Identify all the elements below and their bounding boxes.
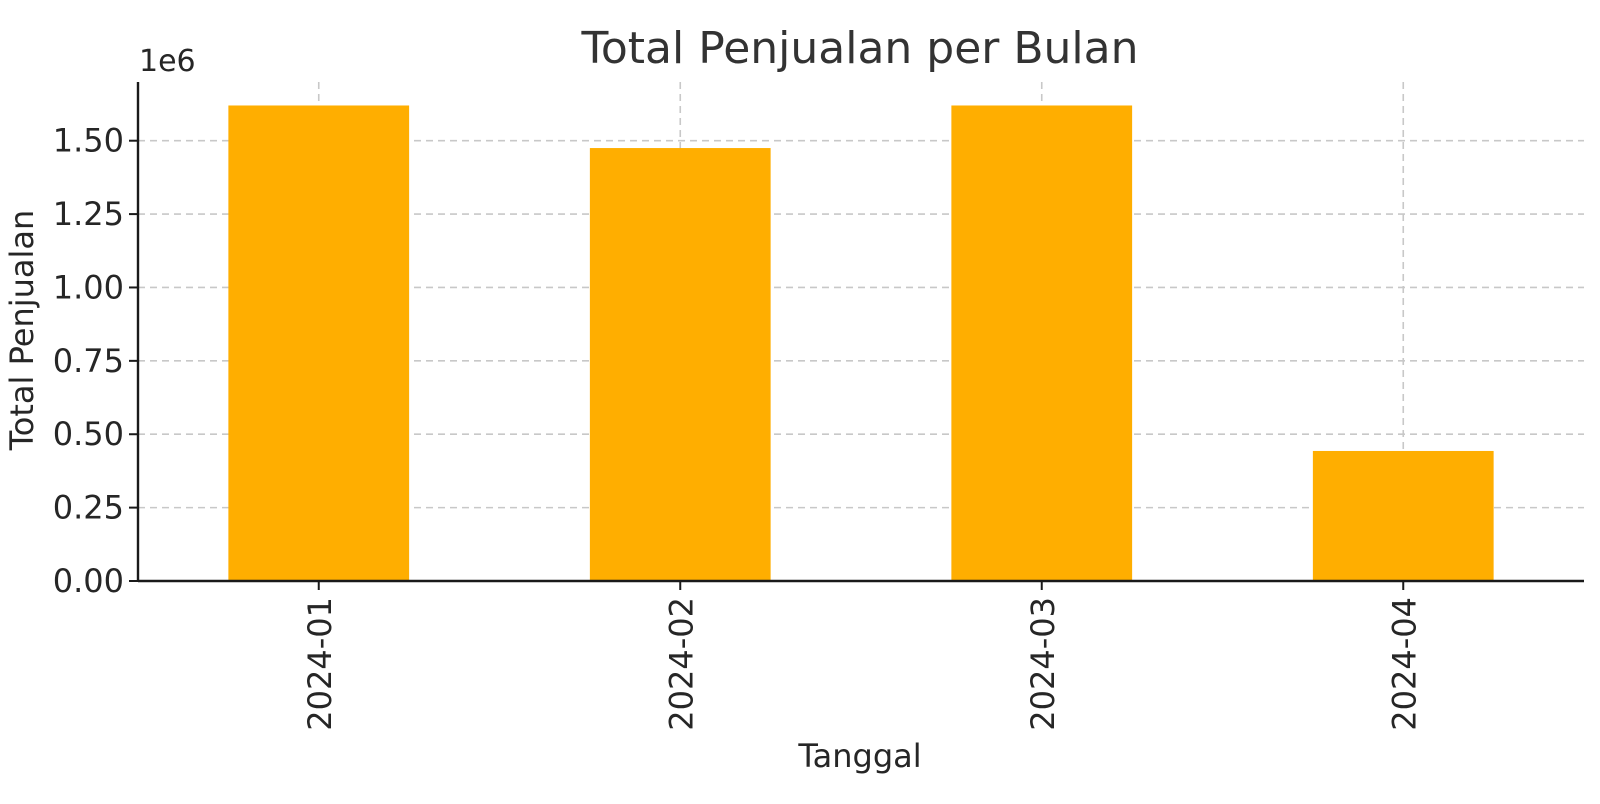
y-axis-title: Total Penjualan [3, 210, 41, 452]
x-ticks: 2024-01 2024-02 2024-03 2024-04 [301, 581, 1423, 731]
y-tick-label: 0.75 [53, 342, 124, 380]
x-tick-label: 2024-03 [1024, 597, 1062, 731]
y-tick-label: 0.25 [53, 489, 124, 527]
chart-title: Total Penjualan per Bulan [580, 23, 1138, 74]
bar-2024-01 [228, 105, 410, 581]
bar-2024-04 [1312, 450, 1494, 581]
bars [228, 105, 1494, 581]
y-axis-offset-label: 1e6 [139, 44, 196, 79]
x-axis-title: Tanggal [797, 737, 921, 775]
x-tick-label: 2024-02 [662, 597, 700, 731]
x-tick-label: 2024-04 [1385, 597, 1423, 731]
x-tick-label: 2024-01 [301, 597, 339, 731]
y-tick-label: 1.50 [53, 122, 124, 160]
y-tick-label: 0.50 [53, 415, 124, 453]
y-tick-label: 0.00 [53, 562, 124, 600]
y-ticks: 0.00 0.25 0.50 0.75 1.00 1.25 1.50 [53, 122, 138, 600]
y-tick-label: 1.25 [53, 195, 124, 233]
y-tick-label: 1.00 [53, 268, 124, 306]
bar-2024-02 [589, 148, 771, 581]
axes [136, 82, 1584, 583]
bar-2024-03 [951, 105, 1133, 581]
